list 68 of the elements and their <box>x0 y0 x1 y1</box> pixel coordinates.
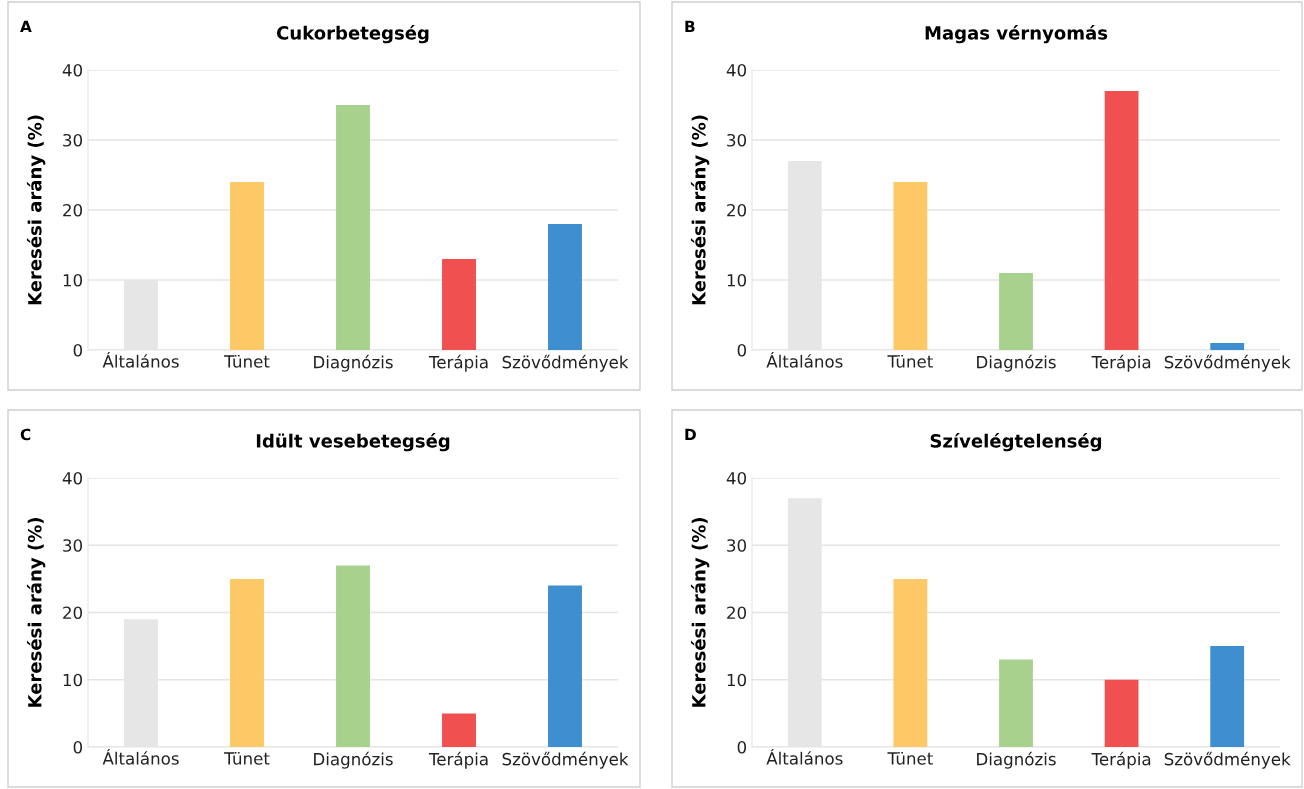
y-tick-label: 40 <box>726 471 747 485</box>
bar <box>336 565 370 747</box>
bar <box>1210 646 1245 747</box>
x-tick-label: Tünet <box>887 751 933 765</box>
chart-title: Cukorbetegség <box>276 25 429 44</box>
y-tick-label: 0 <box>73 343 83 357</box>
y-tick-label: 40 <box>62 63 83 77</box>
y-tick-label: 30 <box>727 133 747 147</box>
x-tick-label: Szövődmények <box>502 751 629 769</box>
x-tick-label: Diagnózis <box>314 751 393 769</box>
y-tick-label: 10 <box>727 673 747 687</box>
x-tick-label: Diagnózis <box>314 354 393 372</box>
text: A <box>20 20 32 32</box>
y-tick-label: 0 <box>737 343 747 357</box>
x-tick-label: Terápia <box>428 354 488 372</box>
x-tick-label: Tünet <box>224 354 270 368</box>
x-tick-label: Terápia <box>1091 751 1151 769</box>
bar <box>336 105 370 350</box>
y-tick-label: 20 <box>63 606 83 620</box>
bar <box>1210 343 1245 350</box>
x-tick-label: Általános <box>766 352 843 368</box>
x-tick-label: Tünet <box>887 354 933 368</box>
x-tick-label: Tünet <box>224 751 270 765</box>
y-tick-label: 40 <box>726 63 747 77</box>
y-tick-label: 20 <box>727 606 747 620</box>
y-tick-label: 30 <box>727 539 747 552</box>
bar <box>1104 91 1139 350</box>
y-tick-label: 10 <box>63 673 83 687</box>
y-tick-label: 20 <box>727 203 747 217</box>
bar <box>548 585 582 747</box>
y-axis-title: Keresési arány (%) <box>26 115 46 305</box>
bar <box>999 659 1033 747</box>
x-tick-label: Szövődmények <box>1164 751 1291 769</box>
bar <box>442 259 476 350</box>
bar <box>893 578 928 747</box>
text: B <box>685 20 695 32</box>
bar <box>230 182 264 350</box>
y-tick-label: 30 <box>63 133 83 147</box>
text: D <box>685 428 696 440</box>
x-tick-label: Általános <box>766 749 843 765</box>
y-tick-label: 10 <box>727 273 747 287</box>
x-tick-label: Terápia <box>1091 354 1151 372</box>
x-tick-label: Általános <box>102 352 179 368</box>
y-tick-label: 0 <box>73 740 83 754</box>
bar <box>1104 679 1139 747</box>
y-tick-label: 40 <box>62 471 83 485</box>
bar <box>893 182 928 350</box>
x-tick-label: Szövődmények <box>1164 354 1291 372</box>
x-tick-label: Terápia <box>428 751 488 769</box>
bar <box>442 713 476 747</box>
x-tick-label: Diagnózis <box>977 354 1056 372</box>
y-axis-title: Keresési arány (%) <box>690 518 710 707</box>
y-axis-title: Keresési arány (%) <box>690 115 710 305</box>
x-tick-label: Szövődmények <box>502 354 629 372</box>
y-tick-label: 20 <box>63 203 83 217</box>
bar <box>548 224 582 350</box>
chart-title: Idült vesebetegség <box>256 433 450 452</box>
y-tick-label: 10 <box>63 273 83 287</box>
chart-title: Szívelégtelenség <box>930 433 1102 452</box>
y-tick-label: 0 <box>737 740 747 754</box>
x-tick-label: Általános <box>102 749 179 765</box>
chart-title: Magas vérnyomás <box>925 25 1108 44</box>
y-tick-label: 30 <box>63 539 83 552</box>
bar <box>999 273 1033 350</box>
x-tick-label: Diagnózis <box>977 751 1056 769</box>
bar <box>230 578 264 747</box>
y-axis-title: Keresési arány (%) <box>26 518 46 707</box>
text: C <box>20 428 31 441</box>
